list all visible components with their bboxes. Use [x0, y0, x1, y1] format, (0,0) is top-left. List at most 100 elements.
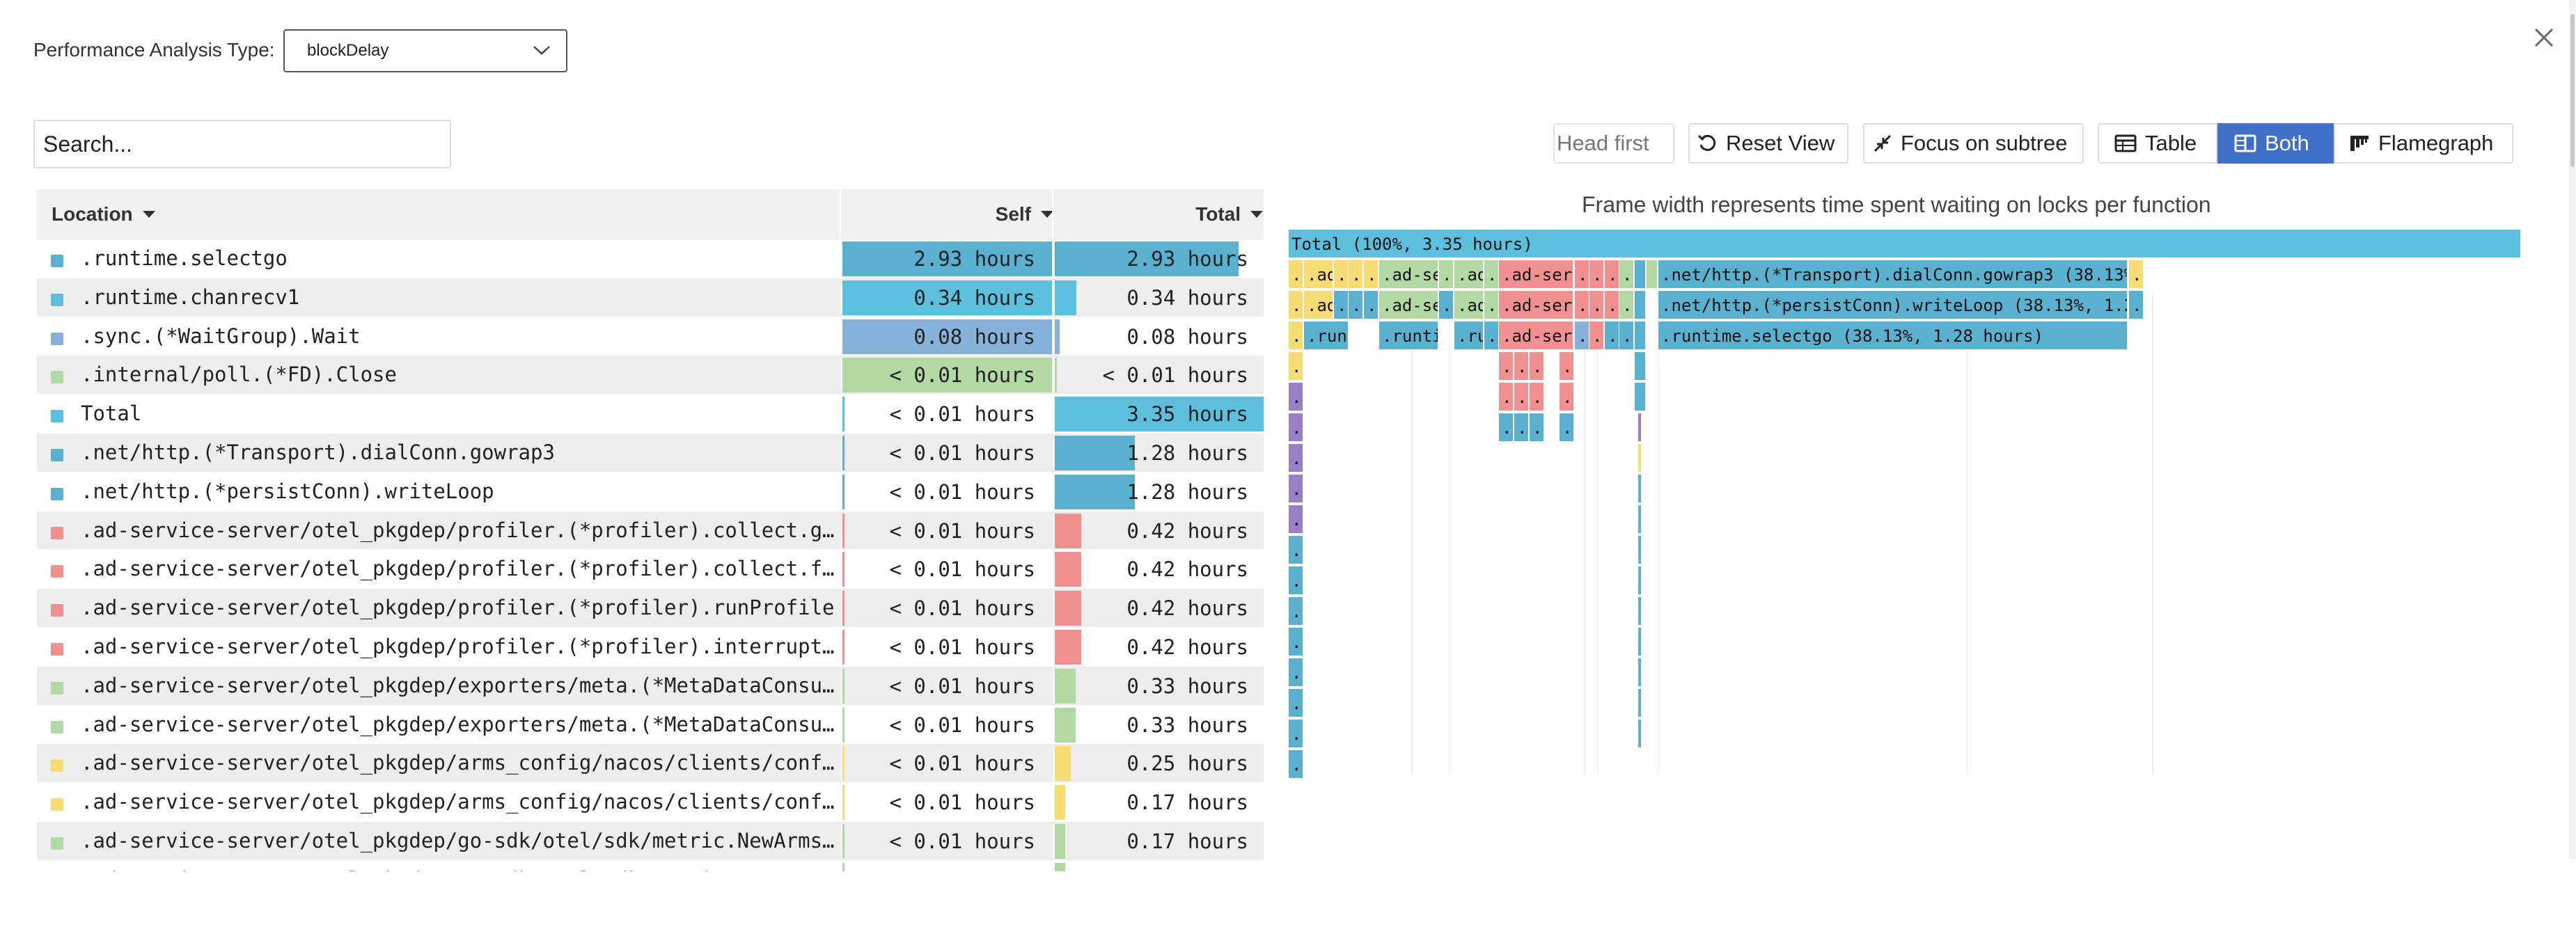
table-row[interactable]: .sync.(*WaitGroup).Wait 0.08 hours 0.08 ho…: [37, 317, 1264, 356]
table-row[interactable]: .ad-service-server/otel_pkgdep/go-sdk/ot…: [37, 861, 1264, 871]
flame-frame[interactable]: .ad-service-server: [1379, 291, 1439, 320]
flame-frame[interactable]: .ad-service-server: [1484, 260, 1500, 289]
flame-frame[interactable]: .ad-service-server: [1289, 383, 1304, 412]
flame-frame[interactable]: [1635, 322, 1647, 351]
flame-frame[interactable]: .runtime.selectgo: [1334, 291, 1349, 320]
flame-frame[interactable]: .ad-service-server: [1499, 352, 1514, 381]
focus-subtree-button[interactable]: Focus on subtree: [1863, 123, 2084, 164]
flame-frame[interactable]: .ad-service-server: [1454, 260, 1484, 289]
flame-frame[interactable]: .ad-service-server: [1289, 475, 1304, 504]
flame-frame[interactable]: .ad-service-server: [1289, 260, 1304, 289]
analysis-type-select[interactable]: blockDelay: [283, 29, 567, 72]
flame-frame[interactable]: .ad-service-server: [1499, 260, 1574, 289]
flame-frame[interactable]: .ad-service-server: [1605, 291, 1620, 320]
flame-frame[interactable]: [1638, 597, 1642, 626]
table-row[interactable]: .net/http.(*Transport).dialConn.gowrap3 <…: [37, 433, 1264, 473]
table-row[interactable]: .ad-service-server/otel_pkgdep/profiler.…: [37, 550, 1264, 589]
view-both-button[interactable]: Both: [2217, 123, 2334, 164]
flame-frame[interactable]: .ad-service-server: [1514, 352, 1530, 381]
flame-frame[interactable]: .ad-service-server: [1619, 291, 1635, 320]
flame-frame[interactable]: .ad-service-server: [1499, 291, 1574, 320]
flame-frame[interactable]: .runtime.selectgo: [1364, 291, 1379, 320]
view-table-button[interactable]: Table: [2098, 123, 2217, 164]
flame-frame[interactable]: .ad-service-server: [1605, 260, 1620, 289]
column-header-location[interactable]: Location: [52, 189, 155, 239]
table-row[interactable]: .internal/poll.(*FD).Close < 0.01 hours < …: [37, 356, 1264, 395]
flame-frame[interactable]: [1635, 352, 1647, 381]
flame-frame[interactable]: .ad-service-server: [1589, 322, 1605, 351]
flame-frame[interactable]: .ad-service-server: [1289, 352, 1304, 381]
scrollbar-track[interactable]: [2569, 0, 2576, 859]
flame-frame[interactable]: .ad-service-server: [1575, 260, 1590, 289]
flame-frame[interactable]: .ad-service-server: [1334, 260, 1349, 289]
view-flamegraph-button[interactable]: Flamegraph: [2334, 123, 2513, 164]
table-row[interactable]: .ad-service-server/otel_pkgdep/arms_conf…: [37, 783, 1264, 822]
flame-frame[interactable]: Total (100%, 3.35 hours): [1289, 230, 2522, 259]
flame-frame[interactable]: .net/http: [1289, 628, 1304, 657]
table-row[interactable]: .net/http.(*persistConn).writeLoop < 0.01…: [37, 473, 1264, 511]
column-header-total[interactable]: Total: [1052, 189, 1264, 239]
table-row[interactable]: .ad-service-server/otel_pkgdep/go-sdk/ot…: [37, 821, 1264, 861]
flamegraph[interactable]: Total (100%, 3.35 hours).ad-service-serv…: [1289, 230, 2522, 779]
flame-frame[interactable]: [1635, 260, 1647, 289]
table-row[interactable]: .runtime.selectgo 2.93 hours 2.93 hours: [37, 239, 1264, 278]
flame-frame[interactable]: .ad-service-server: [1439, 260, 1454, 289]
flame-frame[interactable]: [1638, 475, 1642, 504]
flame-frame[interactable]: .runtime.selectgo: [1499, 413, 1514, 443]
flame-frame[interactable]: .runtime.selectgo: [1379, 322, 1439, 351]
table-row[interactable]: .ad-service-server/otel_pkgdep/profiler.…: [37, 589, 1264, 628]
column-header-self[interactable]: Self: [840, 189, 1070, 239]
table-row[interactable]: .runtime.chanrecv1 0.34 hours 0.34 hours: [37, 278, 1264, 317]
flame-frame[interactable]: .ad-service-server: [1349, 260, 1364, 289]
flame-frame[interactable]: .runtime.selectgo (38.13%, 1.28 hours): [1658, 322, 2128, 351]
table-row[interactable]: .ad-service-server/otel_pkgdep/profiler.…: [37, 511, 1264, 550]
flame-frame[interactable]: .ad-service-server: [1304, 291, 1334, 320]
table-row[interactable]: Total < 0.01 hours 3.35 hours: [37, 395, 1264, 434]
flame-frame[interactable]: .ad-service-server: [1575, 291, 1590, 320]
flame-frame[interactable]: .ad-service-server: [1560, 352, 1575, 381]
flame-frame[interactable]: .ad-service-server: [1289, 444, 1304, 473]
scrollbar-thumb[interactable]: [2570, 14, 2575, 167]
flame-frame[interactable]: [1635, 291, 1647, 320]
flame-frame[interactable]: .net/http.(*Transport).dialConn.gowrap3 …: [1658, 260, 2128, 289]
flame-frame[interactable]: .runtime.selectgo: [1349, 291, 1364, 320]
flame-frame[interactable]: .ad-service-server: [1589, 291, 1605, 320]
flame-frame[interactable]: .ad-service-server: [1560, 383, 1575, 412]
flame-frame[interactable]: .ad-service-server: [1484, 291, 1500, 320]
flame-frame[interactable]: .runtime.selectgo: [1439, 291, 1454, 320]
table-row[interactable]: .ad-service-server/otel_pkgdep/exporters…: [37, 706, 1264, 745]
flame-frame[interactable]: .runtime.selectgo: [2129, 291, 2144, 320]
flame-frame[interactable]: .net/http.(*persistConn).writeLoop (38.1…: [1658, 291, 2128, 320]
flame-frame[interactable]: [1638, 505, 1642, 534]
flame-frame[interactable]: .ad-service-server: [1454, 291, 1484, 320]
table-row[interactable]: .ad-service-server/otel_pkgdep/exporters…: [37, 666, 1264, 706]
flame-frame[interactable]: .ad-service-server: [2129, 260, 2144, 289]
flame-frame[interactable]: [1635, 383, 1647, 412]
flame-frame[interactable]: .ad-service-server: [1289, 291, 1304, 320]
search-input[interactable]: [33, 120, 451, 168]
flame-frame[interactable]: [1638, 689, 1642, 718]
flame-frame[interactable]: .ad-service-server: [1589, 260, 1605, 289]
flame-frame[interactable]: .net/http: [1289, 597, 1304, 626]
flame-frame[interactable]: .net/http: [1289, 536, 1304, 565]
flame-frame[interactable]: .ad-service-server: [1379, 260, 1439, 289]
flame-frame[interactable]: [1638, 628, 1642, 657]
flame-frame[interactable]: .runtime.selectgo: [1619, 322, 1635, 351]
flame-frame[interactable]: .net/http: [1289, 689, 1304, 718]
flame-frame[interactable]: .runtime.selectgo: [1304, 322, 1349, 351]
flame-frame[interactable]: .ad-service-server: [1499, 383, 1514, 412]
flame-frame[interactable]: [1638, 413, 1642, 443]
flame-frame[interactable]: [1638, 720, 1642, 749]
flame-frame[interactable]: .net/http: [1289, 720, 1304, 749]
flame-frame[interactable]: .ad-service-server: [1304, 260, 1334, 289]
flame-frame[interactable]: .ad-service-server: [1499, 322, 1574, 351]
flame-frame[interactable]: .ad-service-server: [1514, 383, 1530, 412]
flame-frame[interactable]: [1638, 658, 1642, 688]
flame-frame[interactable]: .ad-service-server: [1530, 352, 1545, 381]
flame-frame[interactable]: .runtime.selectgo: [1484, 322, 1500, 351]
flame-frame[interactable]: .ad-service-server: [1530, 383, 1545, 412]
head-first-input[interactable]: Head first: [1553, 123, 1674, 164]
table-row[interactable]: .ad-service-server/otel_pkgdep/profiler.…: [37, 628, 1264, 667]
reset-view-button[interactable]: Reset View: [1688, 123, 1848, 164]
flame-frame[interactable]: .net/http: [1289, 566, 1304, 596]
